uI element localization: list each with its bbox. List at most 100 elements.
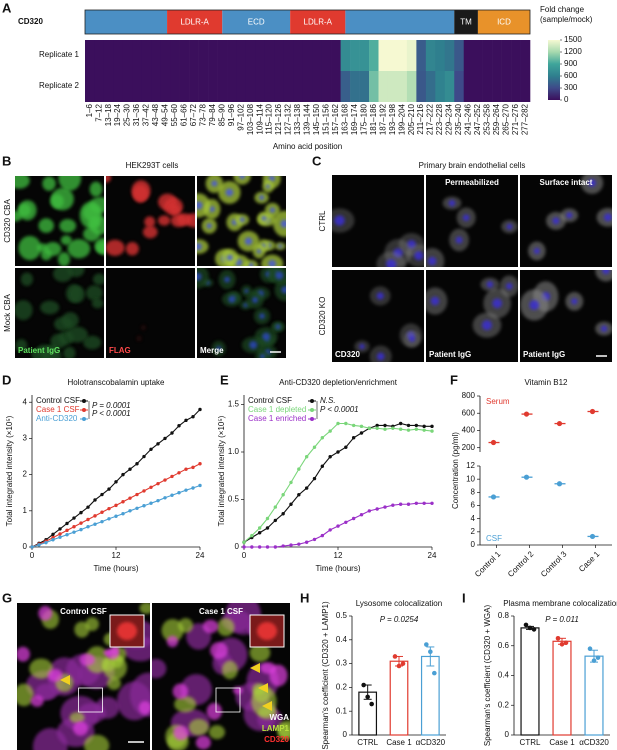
x-tick-label: 31–36 — [132, 103, 141, 126]
cell — [210, 641, 228, 659]
cell — [79, 653, 95, 666]
cell — [83, 226, 101, 242]
chart-title: Plasma membrane colocalization — [503, 599, 617, 608]
data-point — [383, 427, 387, 431]
domain-label: LDLR-A — [304, 18, 333, 27]
image-label: LAMP1 — [262, 724, 290, 733]
x-tick-label: 97–102 — [236, 103, 245, 130]
data-point — [86, 517, 90, 522]
cell — [89, 181, 103, 197]
x-tick-label: 229–234 — [445, 103, 454, 135]
panel-title: Primary brain endothelial cells — [419, 161, 526, 170]
nucleus — [239, 176, 246, 180]
y-tick-label: 0 — [471, 540, 476, 549]
data-point — [351, 436, 356, 440]
cell — [158, 215, 171, 226]
domain-label: ICD — [497, 18, 511, 27]
nucleus — [249, 340, 258, 350]
x-axis-label: Time (hours) — [93, 564, 138, 573]
heat-cell — [397, 40, 408, 71]
nucleus — [552, 217, 560, 225]
data-point — [242, 545, 246, 549]
heat-cell — [463, 40, 474, 71]
heat-cell — [245, 40, 256, 71]
cell — [42, 176, 56, 191]
heat-cell — [340, 40, 351, 71]
y-tick-label: 1.5 — [228, 400, 240, 409]
data-point — [142, 504, 146, 508]
x-tick-label: 211–216 — [416, 103, 425, 134]
data-point — [398, 427, 403, 431]
data-point — [336, 421, 340, 426]
x-tick-label: Control 3 — [539, 549, 569, 579]
data-point — [391, 426, 395, 430]
nucleus — [243, 302, 248, 308]
panel-label: H — [300, 590, 309, 605]
nucleus — [216, 346, 222, 352]
cell — [15, 176, 30, 189]
cell — [273, 210, 286, 237]
heat-cell — [122, 71, 133, 102]
legend-label: Case 1 depleted — [248, 405, 306, 414]
nucleus — [359, 343, 365, 350]
x-tick-label: 85–90 — [217, 103, 226, 126]
row-label: CTRL — [318, 210, 327, 231]
x-tick-label: 139–144 — [303, 103, 312, 135]
data-point — [328, 528, 332, 532]
x-tick-label: 73–78 — [198, 103, 207, 126]
data-point — [556, 481, 563, 487]
panel-label: G — [2, 590, 12, 605]
x-tick-label: 103–108 — [246, 103, 255, 135]
data-point — [414, 501, 419, 505]
x-tick-label: 199–204 — [397, 103, 406, 135]
heat-cell — [264, 71, 275, 102]
cell — [83, 335, 102, 350]
cell — [17, 683, 34, 707]
data-point — [93, 522, 97, 526]
data-point — [273, 505, 278, 509]
y-tick-label: 0 — [23, 542, 28, 551]
data-point — [198, 407, 202, 412]
bar — [389, 660, 409, 736]
cell — [29, 658, 53, 679]
heat-cell — [179, 71, 190, 102]
panel-label: F — [450, 372, 458, 387]
heat-cell — [170, 71, 180, 102]
y-tick-label: 0 — [235, 542, 240, 551]
nucleus — [256, 249, 262, 254]
x-tick-label: Case 1 — [577, 549, 602, 574]
legend-label: Anti-CD320 — [36, 414, 78, 423]
data-point — [383, 423, 387, 428]
image-label: Surface intact — [540, 178, 593, 187]
data-point — [281, 512, 285, 516]
colorbar-tick-label: 1500 — [564, 35, 582, 44]
heat-cell — [435, 40, 446, 71]
data-point — [65, 532, 69, 537]
cell — [85, 617, 100, 631]
nucleus — [278, 244, 283, 249]
heat-cell — [217, 71, 228, 102]
cell — [91, 298, 104, 309]
data-point — [135, 492, 139, 497]
y-axis-label: Concentration (pg/ml) — [451, 432, 460, 509]
chart-title: Holotranscobalamin uptake — [68, 378, 165, 387]
annotation: P = 0.0254 — [380, 615, 419, 624]
micrograph-content — [426, 275, 518, 338]
y-tick-label: 12 — [466, 461, 475, 470]
x-tick-label: 24 — [196, 551, 205, 560]
heat-cell — [501, 40, 512, 71]
data-point — [396, 663, 402, 669]
image-label: WGA — [269, 713, 289, 722]
nucleus — [239, 217, 245, 223]
heat-cell — [179, 40, 190, 71]
x-tick-label: 277–282 — [520, 103, 529, 135]
cell — [36, 344, 51, 357]
x-tick-label: 61–66 — [180, 103, 189, 126]
cell — [125, 242, 139, 256]
heat-cell — [189, 40, 199, 71]
nucleus — [492, 298, 503, 309]
colorbar-title-box: Fold change (sample/mock) — [540, 5, 592, 24]
image-label: Case 1 CSF — [199, 607, 243, 616]
micrograph-content — [136, 325, 146, 342]
x-tick-label: 145–150 — [312, 103, 321, 135]
